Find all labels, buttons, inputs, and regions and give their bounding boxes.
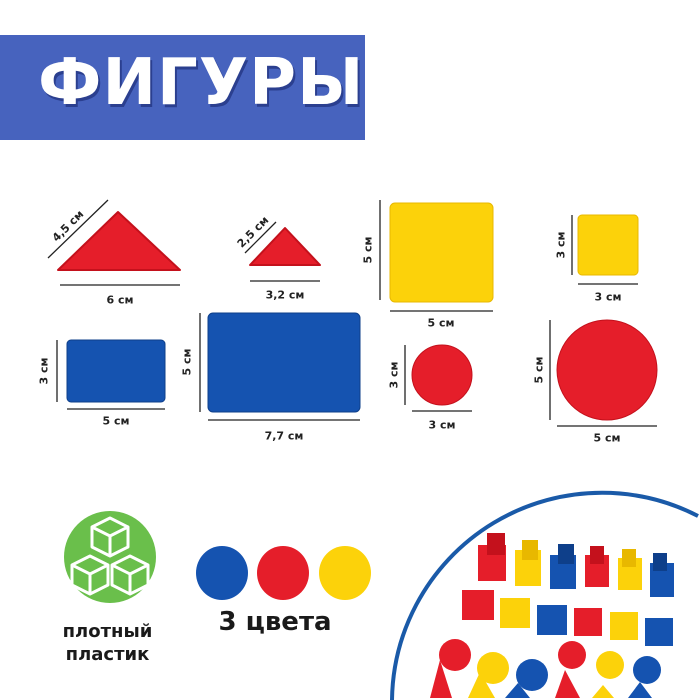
small-rectangle — [66, 339, 166, 403]
page-title: ФИГУРЫ — [38, 46, 365, 120]
large-rectangle — [207, 312, 361, 413]
color-dot-red — [257, 546, 309, 600]
dimension-label: 7,7 см — [264, 429, 304, 443]
dimension-label: 6 см — [106, 293, 134, 307]
dimension-label: 3,2 см — [265, 288, 305, 302]
cubes-icon — [70, 516, 150, 596]
dimension-label: 3 см — [554, 231, 568, 259]
material-line2: пластик — [65, 644, 150, 665]
color-dot-blue — [196, 546, 248, 600]
colors-caption: 3 цвета — [218, 607, 332, 637]
dimension-label: 3 см — [594, 290, 622, 304]
dimension-label: 5 см — [180, 348, 194, 376]
dimension-label: 5 см — [102, 414, 130, 428]
small-triangle — [249, 227, 321, 266]
photo-ring — [390, 490, 699, 700]
dimension-label: 3 см — [387, 361, 401, 389]
material-caption: плотный пластик — [40, 620, 175, 666]
small-circle — [411, 344, 473, 406]
dimension-label: 3 см — [428, 418, 456, 432]
dimension-lines — [47, 199, 657, 427]
small-square — [577, 214, 639, 276]
large-circle — [556, 319, 658, 421]
large-square — [389, 202, 494, 303]
product-photo — [390, 490, 699, 700]
dimension-label: 5 см — [427, 316, 455, 330]
large-triangle — [57, 211, 181, 271]
title-banner — [0, 35, 365, 140]
material-line1: плотный — [62, 621, 153, 642]
dimension-label: 5 см — [532, 356, 546, 384]
color-dot-yellow — [319, 546, 371, 600]
dimension-label: 5 см — [361, 236, 375, 264]
dimension-label: 5 см — [593, 431, 621, 445]
dimension-label: 3 см — [37, 357, 51, 385]
